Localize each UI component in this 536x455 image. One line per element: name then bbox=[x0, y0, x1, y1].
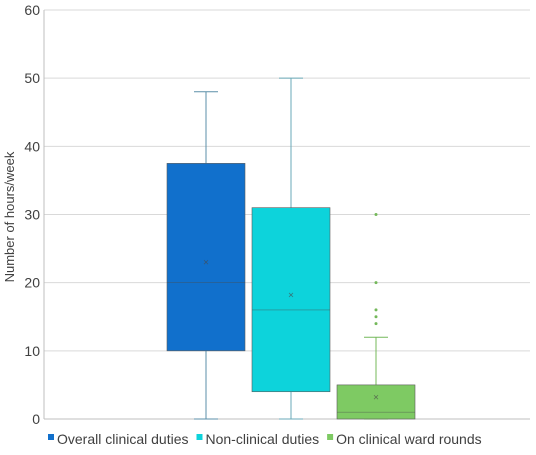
y-tick-label: 50 bbox=[24, 70, 40, 86]
legend: Overall clinical duties Non-clinical duti… bbox=[48, 431, 482, 447]
box-body bbox=[166, 163, 246, 352]
box-body bbox=[251, 207, 331, 393]
y-tick-label: 0 bbox=[32, 411, 40, 427]
box-3 bbox=[336, 213, 416, 420]
mean-marker-stroke bbox=[288, 292, 294, 298]
mean-marker bbox=[288, 292, 294, 298]
mean-marker bbox=[373, 394, 379, 400]
mean-marker bbox=[203, 259, 209, 265]
legend-label: On clinical ward rounds bbox=[336, 431, 482, 447]
y-tick-label: 20 bbox=[24, 275, 40, 291]
legend-swatch bbox=[196, 434, 203, 440]
y-tick-label: 40 bbox=[24, 138, 40, 154]
y-tick-label: 60 bbox=[24, 2, 40, 18]
outlier-point bbox=[374, 281, 378, 285]
outlier-point bbox=[374, 213, 378, 216]
legend-label: Non-clinical duties bbox=[206, 431, 320, 447]
axes: 0 10 20 30 40 50 60 bbox=[24, 2, 530, 427]
box-2 bbox=[251, 77, 331, 420]
legend-swatch bbox=[327, 434, 334, 440]
mean-marker-stroke bbox=[203, 259, 209, 265]
y-tick-label: 10 bbox=[24, 343, 40, 359]
outlier-point bbox=[374, 308, 378, 312]
box-1 bbox=[166, 91, 246, 420]
legend-swatch bbox=[48, 434, 54, 440]
y-axis-label: Number of hours/week bbox=[2, 151, 17, 282]
legend-label: Overall clinical duties bbox=[57, 431, 189, 447]
y-tick-label: 30 bbox=[24, 207, 40, 223]
mean-marker-stroke bbox=[373, 394, 379, 400]
box-body bbox=[336, 384, 416, 420]
boxes bbox=[166, 77, 416, 420]
outlier-point bbox=[374, 322, 378, 326]
outlier-point bbox=[374, 315, 378, 319]
